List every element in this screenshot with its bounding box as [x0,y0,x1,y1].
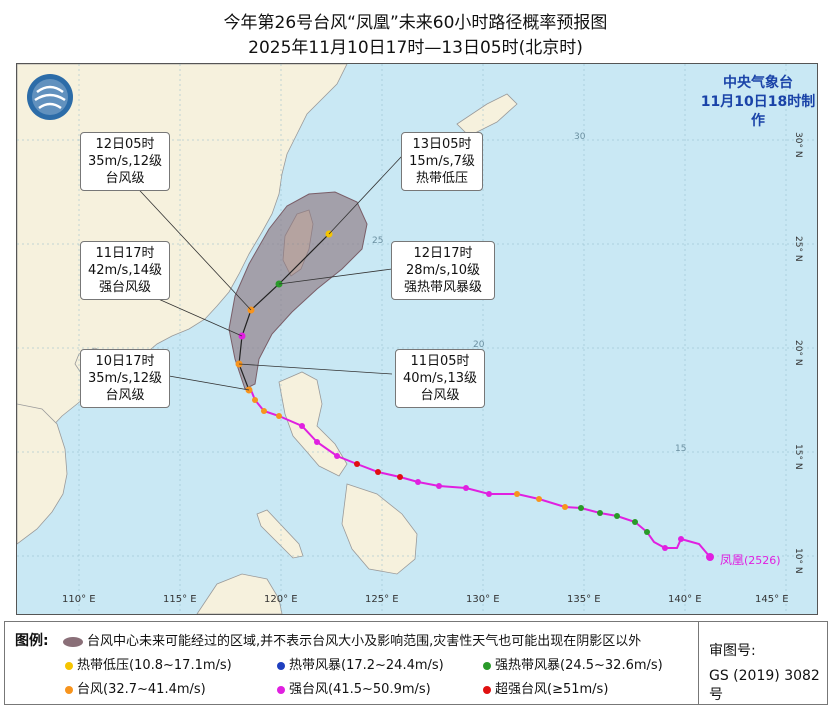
legend-item-label: 强热带风暴(24.5~32.6m/s) [495,658,663,673]
lon-label-110: 110° E [62,594,96,605]
lat-label-20: 20° N [793,340,803,366]
agency-block: 中央气象台 11月10日18时制作 [699,74,817,131]
callout-10d17[interactable]: 10日17时 35m/s,12级 台风级 [80,349,170,408]
callout-time: 11日17时 [95,246,155,261]
lon-label-135: 135° E [567,594,601,605]
past-track-points [252,397,713,560]
lat-label-15: 15° N [793,444,803,470]
lat-label-25: 25° N [793,236,803,262]
callout-wind: 40m/s,13级 [402,371,478,386]
legend-item-label: 台风(32.7~41.4m/s) [77,682,206,697]
legend-item-td: 热带低压(10.8~17.1m/s) [65,654,232,673]
typhoon-name: 凤凰 [720,553,745,567]
legend-item-superty: 超强台风(≥51m/s) [483,678,608,697]
legend-item-label: 强台风(41.5~50.9m/s) [289,682,431,697]
legend-item-ts: 热带风暴(17.2~24.4m/s) [277,654,444,673]
map-subtitle: 2025年11月10日17时—13日05时(北京时) [248,38,583,58]
lon-label-115: 115° E [163,594,197,605]
agency-name: 中央气象台 [723,75,793,91]
callout-level: 强台风级 [98,280,151,295]
vietnam-landmass [17,403,68,545]
callout-level: 台风级 [420,388,460,403]
callout-time: 10日17时 [95,354,155,369]
lon-label-130: 130° E [466,594,500,605]
typhoon-name-label: 凤凰(2526) [720,551,781,568]
sts-dot-icon [483,661,491,670]
callout-time: 11日05时 [410,354,470,369]
callout-wind: 15m/s,7级 [409,154,475,169]
approval-number: GS (2019) 3082号 [709,668,820,703]
lon-label-145: 145° E [755,594,789,605]
callout-11d05[interactable]: 11日05时 40m/s,13级 台风级 [395,349,485,408]
callout-12d05[interactable]: 12日05时 35m/s,12级 台风级 [80,132,170,191]
lon-label-120: 120° E [264,594,298,605]
lat-label-10: 10° N [793,548,803,574]
typhoon-code: (2526) [744,554,781,567]
callout-time: 12日05时 [95,137,155,152]
superty-dot-icon [483,685,491,694]
callout-level: 台风级 [105,388,145,403]
callout-time: 12日17时 [413,246,473,261]
callout-level: 台风级 [105,171,145,186]
forecast-track [238,233,330,391]
legend-title: 图例: [15,633,49,649]
legend: 图例: 台风中心未来可能经过的区域,并不表示台风大小及影响范围,灾害性天气也可能… [4,621,828,705]
callout-12d17[interactable]: 12日17时 28m/s,10级 强热带风暴级 [391,241,495,300]
cma-logo-icon [27,74,73,120]
lat-label-30: 30° N [793,132,803,158]
inner-lat-30: 30 [574,132,586,142]
lon-label-125: 125° E [365,594,399,605]
legend-item-label: 超强台风(≥51m/s) [495,682,609,697]
legend-cone-entry: 台风中心未来可能经过的区域,并不表示台风大小及影响范围,灾害性天气也可能出现在阴… [63,630,641,649]
td-dot-icon [65,661,73,670]
legend-item-label: 热带低压(10.8~17.1m/s) [77,658,232,673]
cone-swatch-icon [63,636,83,647]
ty-dot-icon [65,685,73,694]
current-position-marker [706,553,714,561]
callout-wind: 28m/s,10级 [405,263,481,278]
approval-label: 审图号: [709,643,756,659]
callout-wind: 35m/s,12级 [87,371,163,386]
callout-13d05[interactable]: 13日05时 15m/s,7级 热带低压 [401,132,483,191]
map-area[interactable]: 中央气象台 11月10日18时制作 12日05时 35m/s,12级 台风级 1… [16,63,818,615]
approval-box: 审图号: GS (2019) 3082号 [698,622,827,704]
probability-cone [228,191,368,390]
legend-item-sts: 强热带风暴(24.5~32.6m/s) [483,654,663,673]
graticule [17,64,817,614]
inner-lat-25: 25 [372,236,384,246]
map-title: 今年第26号台风“凤凰”未来60小时路径概率预报图 [223,13,608,33]
past-track [250,389,711,558]
callout-11d17[interactable]: 11日17时 42m/s,14级 强台风级 [80,241,170,300]
issue-time: 11月10日18时制作 [700,94,816,129]
legend-item-label: 热带风暴(17.2~24.4m/s) [289,658,444,673]
legend-item-ty: 台风(32.7~41.4m/s) [65,678,206,697]
inner-lat-20: 20 [473,340,485,350]
callout-wind: 42m/s,14级 [87,263,163,278]
ts-dot-icon [277,661,285,670]
sty-dot-icon [277,685,285,694]
lon-label-140: 140° E [668,594,702,605]
callout-time: 13日05时 [412,137,472,152]
legend-item-sty: 强台风(41.5~50.9m/s) [277,678,431,697]
callout-wind: 35m/s,12级 [87,154,163,169]
callout-level: 热带低压 [415,171,468,186]
callout-level: 强热带风暴级 [403,280,482,295]
legend-cone-text: 台风中心未来可能经过的区域,并不表示台风大小及影响范围,灾害性天气也可能出现在阴… [87,634,642,649]
inner-lat-15: 15 [675,444,687,454]
visayas-mindanao [341,483,418,575]
borneo-landmass [196,573,283,614]
